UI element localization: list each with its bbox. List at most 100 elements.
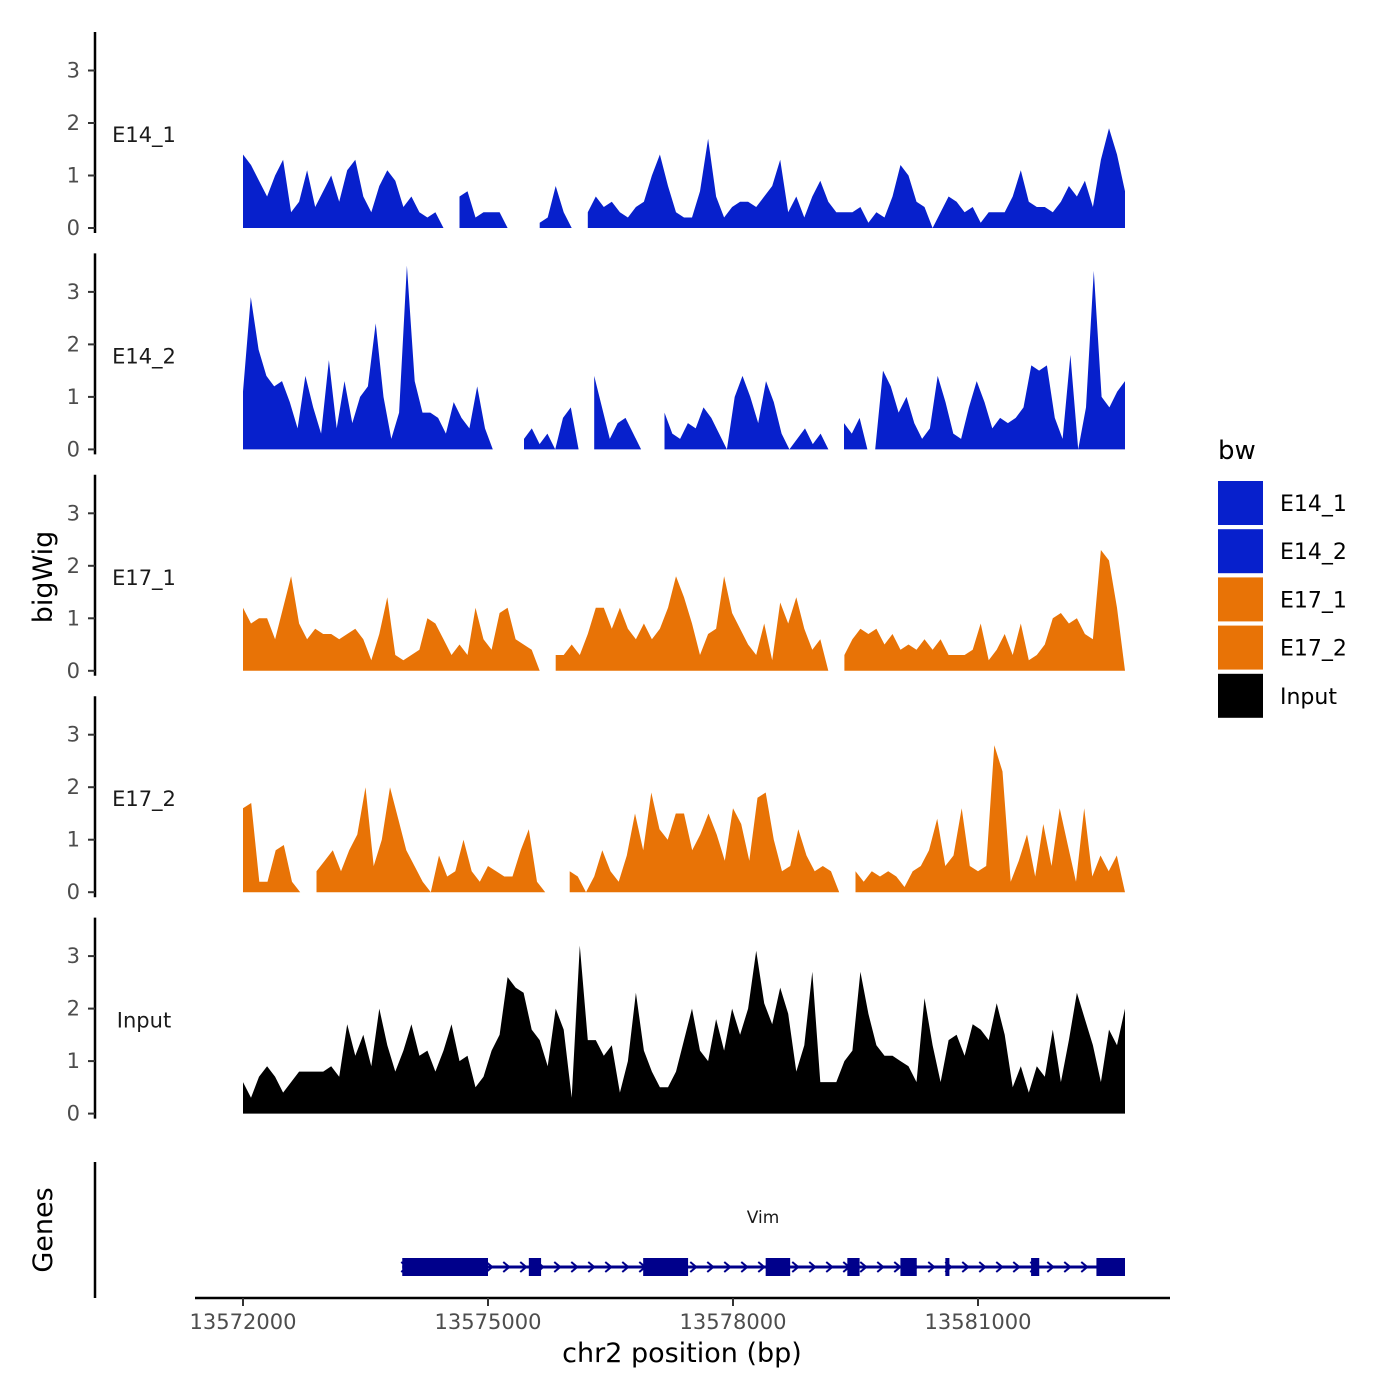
area-segment-Input [243,945,1125,1114]
gene-name-label: Vim [747,1208,780,1228]
strand-arrow [1046,1261,1055,1273]
legend-item: E14_1 [1218,481,1347,525]
y-tick-label: 2 [67,775,80,799]
x-axis-title: chr2 position (bp) [562,1338,802,1369]
track-E14_2: 0 1 2 3 E14_2 [67,253,1125,461]
strand-arrow [927,1261,936,1273]
area-segment-E14_2 [844,270,1125,450]
y-tick-label: 0 [67,437,80,461]
area-segment-E17_1 [844,550,1125,671]
y-tick-label: 0 [67,659,80,683]
track-E14_1: 0 1 2 3 E14_1 [67,32,1125,240]
strand-arrow [978,1261,987,1273]
gene-exon [945,1258,950,1276]
gene-exon [1096,1258,1125,1276]
track-label: E14_2 [112,344,176,369]
gene-Vim: Vim [400,1208,1125,1276]
y-tick-label: 3 [67,59,80,83]
y-tick-label: 1 [67,164,80,188]
gene-exon [528,1258,542,1276]
y-tick-label: 0 [67,216,80,240]
area-segment-E14_2 [243,265,493,450]
area-segment-E17_2 [569,792,840,893]
legend-swatch [1218,577,1263,622]
x-tick-label: 13575000 [435,1310,542,1334]
strand-arrow [502,1261,511,1273]
y-tick-label: 2 [67,332,80,356]
strand-arrow [1012,1261,1021,1273]
strand-arrow [553,1261,562,1273]
x-axis: 13572000 13575000 13578000 13581000 chr2 po… [190,1296,1170,1369]
y-tick-label: 2 [67,554,80,578]
x-tick-label: 13578000 [680,1310,787,1334]
strand-arrow [604,1261,613,1273]
y-tick-label: 1 [67,828,80,852]
track-label: Input [117,1009,171,1033]
strand-arrow [740,1261,749,1273]
area-segment-E14_1 [243,154,444,228]
strand-arrow [825,1261,834,1273]
y-axis-title: bigWig [28,531,59,624]
y-tick-label: 3 [67,723,80,747]
gene-exon [765,1258,791,1276]
legend-label: E14_1 [1280,492,1347,517]
strand-arrow [1080,1261,1089,1273]
area-segment-E14_1 [539,186,572,228]
x-tick-label: 13581000 [925,1310,1032,1334]
strand-arrow [1063,1261,1072,1273]
gene-exon [402,1258,488,1276]
legend: bw E14_1 E14_2 E17_1 E17_2 Input [1218,436,1347,718]
legend-item: E17_1 [1218,577,1347,622]
area-segment-E14_1 [587,128,1125,228]
y-tick-label: 3 [67,501,80,525]
strand-arrow [876,1261,885,1273]
strand-arrow [587,1261,596,1273]
area-segment-E14_2 [664,375,829,450]
y-tick-label: 1 [67,1049,80,1073]
track-label: E14_1 [112,123,176,148]
strand-arrow [519,1261,528,1273]
legend-label: E14_2 [1280,540,1347,565]
gene-exon [1031,1258,1040,1276]
strand-arrow [791,1261,800,1273]
strand-arrow [808,1261,817,1273]
legend-title: bw [1218,436,1256,466]
gene-exon [643,1258,689,1276]
strand-arrow [961,1261,970,1273]
legend-swatch [1218,625,1263,670]
track-label: E17_1 [112,566,176,591]
area-segment-E17_2 [243,803,301,893]
strand-arrow [621,1261,630,1273]
track-E17_1: 0 1 2 3 E17_1 [67,474,1125,683]
legend-label: E17_2 [1280,637,1347,662]
signal-tracks: 0 1 2 3 E14_1 0 1 2 3 E14_2 0 1 2 3 E17_1 0 1 2 3 E17_2 0 1 2 3… [67,32,1125,1126]
y-tick-label: 0 [67,880,80,904]
area-segment-E17_1 [243,576,540,671]
strand-arrow [859,1261,868,1273]
legend-item: E17_2 [1218,625,1347,670]
legend-swatch [1218,673,1263,718]
x-tick-label: 13572000 [190,1310,297,1334]
y-tick-label: 1 [67,385,80,409]
legend-label: E17_1 [1280,588,1347,613]
strand-arrow [570,1261,579,1273]
y-tick-label: 0 [67,1102,80,1126]
area-segment-E14_2 [594,375,642,450]
track-E17_2: 0 1 2 3 E17_2 [67,696,1125,904]
y-tick-label: 2 [67,997,80,1021]
area-segment-E14_1 [459,191,508,228]
gene-exon [900,1258,917,1276]
strand-arrow [995,1261,1004,1273]
legend-item: E14_2 [1218,529,1347,574]
area-segment-E14_2 [524,407,579,450]
strand-arrow [706,1261,715,1273]
legend-item: Input [1218,673,1337,718]
genes-track: Genes Vim [28,1162,1125,1298]
area-segment-E17_2 [855,745,1125,893]
y-tick-label: 3 [67,280,80,304]
legend-swatch [1218,481,1263,525]
strand-arrow [689,1261,698,1273]
y-tick-label: 2 [67,111,80,135]
track-Input: 0 1 2 3 Input [67,917,1125,1126]
